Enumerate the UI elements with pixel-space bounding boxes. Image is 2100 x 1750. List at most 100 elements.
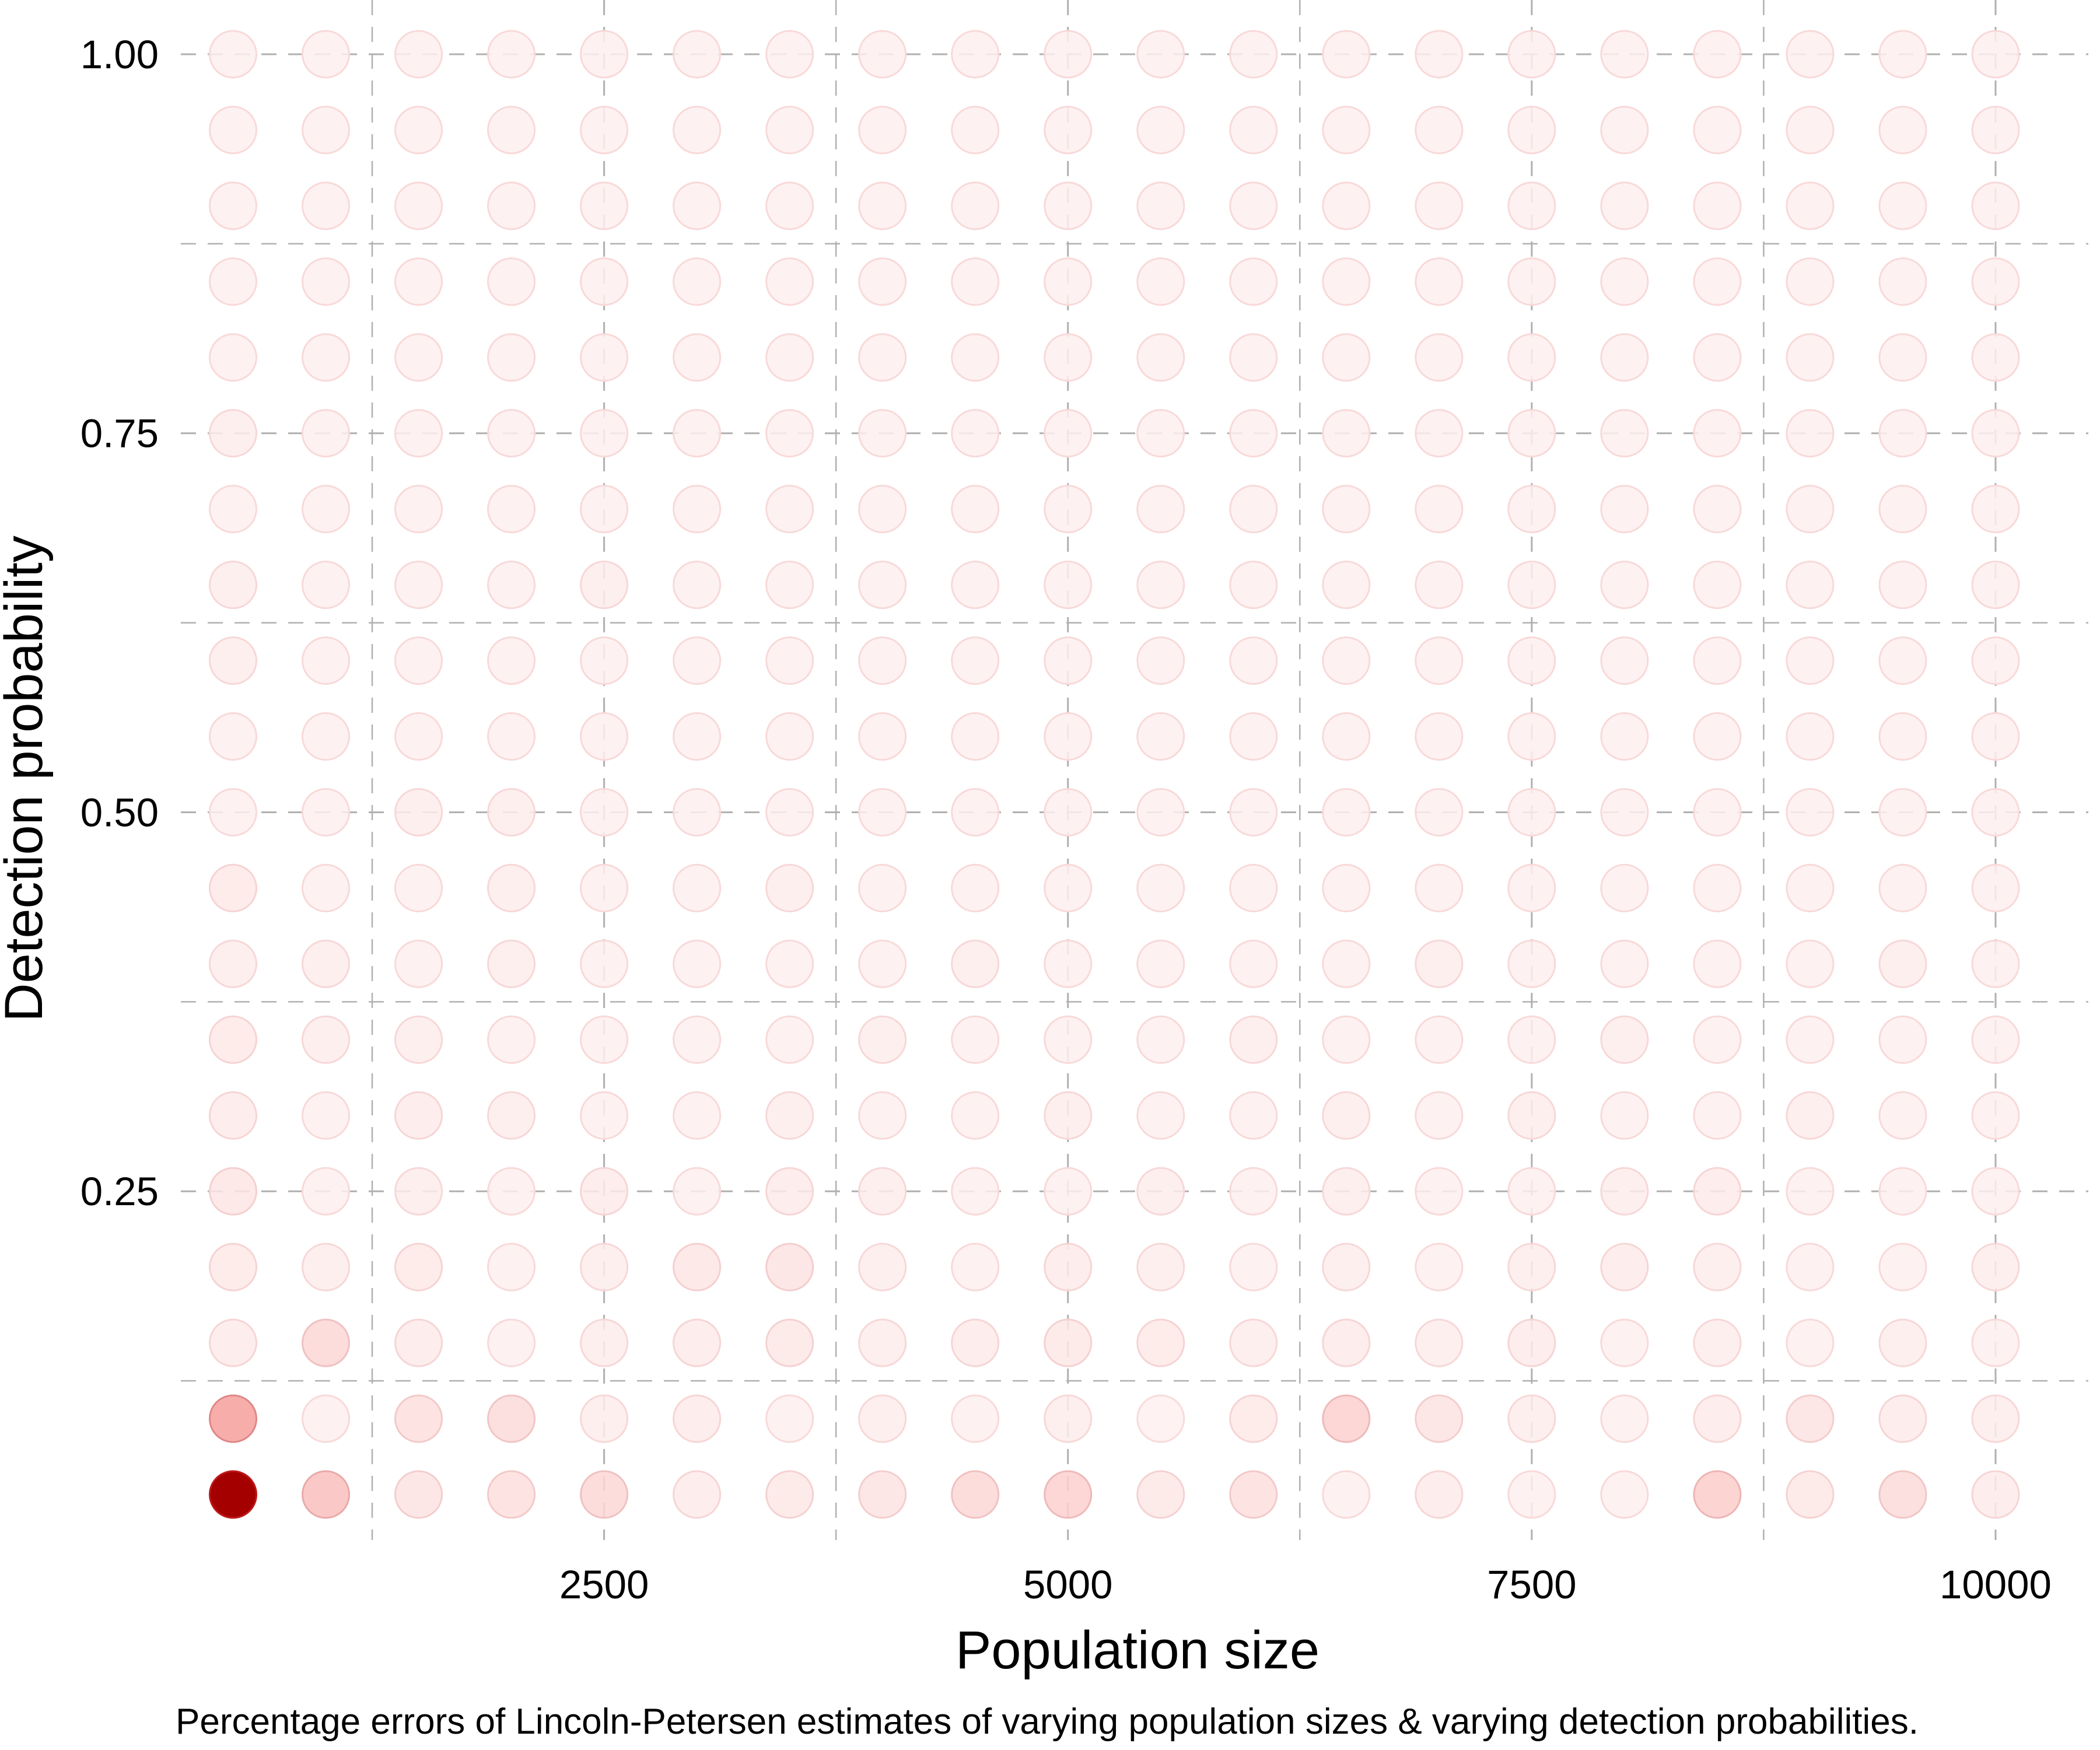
data-point [1229, 257, 1278, 306]
data-point [209, 1470, 258, 1519]
data-point [487, 409, 536, 458]
data-point [1971, 1091, 2020, 1140]
data-point [858, 1015, 907, 1064]
data-point [209, 939, 258, 988]
data-point [1322, 30, 1371, 79]
data-point [1322, 939, 1371, 988]
data-point [1507, 561, 1556, 610]
data-point [1322, 863, 1371, 912]
data-point [1971, 1394, 2020, 1443]
data-point [1507, 30, 1556, 79]
data-point [1600, 1167, 1649, 1216]
data-point [1600, 561, 1649, 610]
data-point [580, 106, 629, 155]
data-point [1693, 1394, 1742, 1443]
data-point [580, 863, 629, 912]
data-point [209, 636, 258, 685]
data-point [1415, 712, 1464, 761]
data-point [209, 1318, 258, 1367]
data-point [765, 181, 814, 230]
data-point [302, 561, 351, 610]
data-point [951, 106, 1000, 155]
data-point [302, 485, 351, 534]
data-point [673, 1015, 722, 1064]
data-point [394, 1394, 443, 1443]
data-point [1600, 1318, 1649, 1367]
data-point [1415, 1015, 1464, 1064]
data-point [673, 1167, 722, 1216]
data-point [1044, 561, 1093, 610]
data-point [1878, 1394, 1927, 1443]
data-point [858, 257, 907, 306]
data-point [1136, 1318, 1185, 1367]
data-point [1415, 1318, 1464, 1367]
data-point [951, 1091, 1000, 1140]
x-axis-title: Population size [956, 1620, 1320, 1680]
data-point [1878, 1015, 1927, 1064]
data-point [302, 1470, 351, 1519]
data-point [1786, 1394, 1835, 1443]
data-point [1044, 1242, 1093, 1292]
data-point [209, 863, 258, 912]
data-point [1229, 1394, 1278, 1443]
data-point [1229, 1167, 1278, 1216]
data-point [1229, 863, 1278, 912]
data-point [394, 939, 443, 988]
data-point [394, 863, 443, 912]
data-point [673, 788, 722, 836]
data-point [673, 106, 722, 155]
data-point [1507, 863, 1556, 912]
data-point [1136, 106, 1185, 155]
data-point [1786, 485, 1835, 534]
data-point [1878, 863, 1927, 912]
data-point [1415, 1394, 1464, 1443]
data-point [302, 636, 351, 685]
data-point [765, 863, 814, 912]
data-point [1600, 712, 1649, 761]
data-point [487, 1015, 536, 1064]
data-point [1415, 863, 1464, 912]
data-point [765, 1242, 814, 1292]
data-point [1786, 863, 1835, 912]
data-point [394, 788, 443, 836]
data-point [1322, 181, 1371, 230]
data-point [1136, 1394, 1185, 1443]
data-point [487, 333, 536, 382]
data-point [1415, 788, 1464, 836]
data-point [951, 636, 1000, 685]
y-tick-label: 0.25 [80, 1169, 159, 1214]
data-point [1415, 1470, 1464, 1519]
data-point [1229, 1318, 1278, 1367]
data-point [580, 561, 629, 610]
data-point [1044, 409, 1093, 458]
data-point [1693, 1167, 1742, 1216]
data-point [394, 181, 443, 230]
data-point [765, 1394, 814, 1443]
data-point [858, 863, 907, 912]
data-point [487, 485, 536, 534]
data-point [1878, 409, 1927, 458]
data-point [580, 1470, 629, 1519]
data-point [858, 1394, 907, 1443]
data-point [302, 712, 351, 761]
data-point [209, 561, 258, 610]
data-point [1878, 561, 1927, 610]
data-point [1136, 30, 1185, 79]
data-point [1600, 485, 1649, 534]
y-tick-label: 0.50 [80, 790, 159, 835]
data-point [1878, 181, 1927, 230]
data-point [487, 939, 536, 988]
data-point [858, 1167, 907, 1216]
data-point [209, 712, 258, 761]
data-point [580, 1091, 629, 1140]
data-point [858, 1470, 907, 1519]
data-point [673, 1242, 722, 1292]
x-tick-label: 10000 [1940, 1562, 2052, 1607]
data-point [1322, 409, 1371, 458]
data-point [1415, 106, 1464, 155]
data-point [1044, 1394, 1093, 1443]
data-point [209, 788, 258, 836]
data-point [394, 1167, 443, 1216]
data-point [673, 863, 722, 912]
